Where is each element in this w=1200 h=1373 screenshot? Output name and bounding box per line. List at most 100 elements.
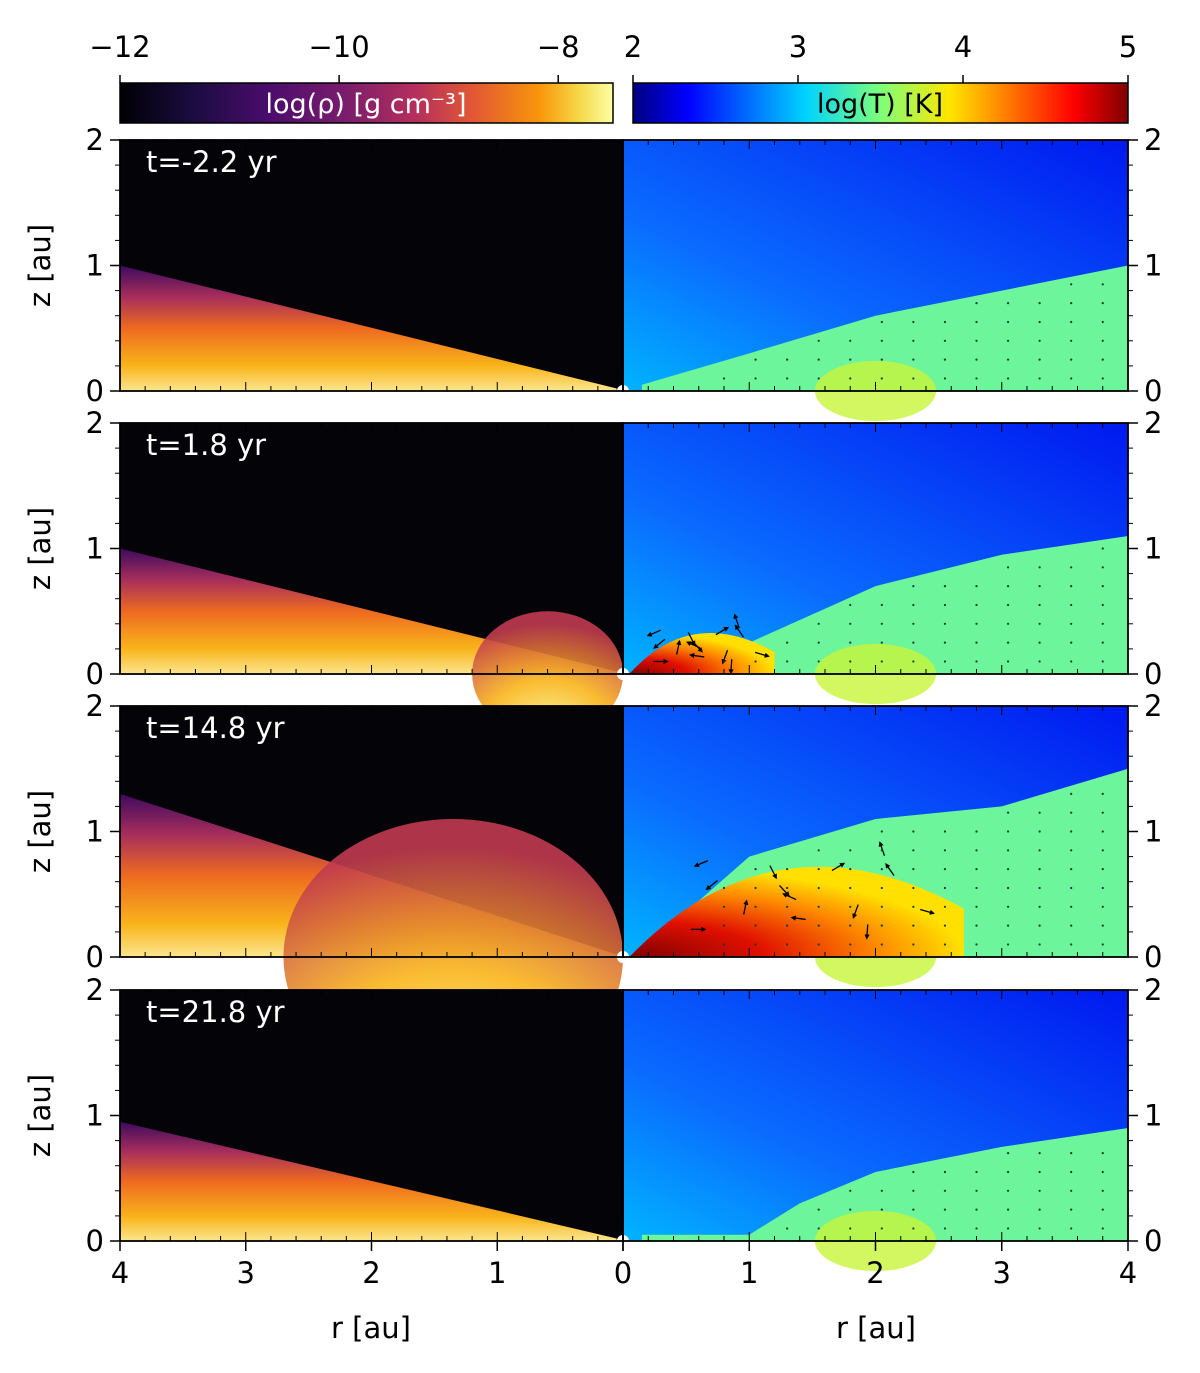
velocity-dot xyxy=(1006,830,1010,833)
y-tick-label: 0 xyxy=(1144,940,1162,974)
velocity-dot xyxy=(1070,585,1073,588)
velocity-arrow xyxy=(782,893,797,901)
velocity-dot xyxy=(1101,320,1104,324)
velocity-dot xyxy=(1038,358,1041,361)
velocity-dot xyxy=(817,886,820,890)
velocity-dot xyxy=(943,377,947,380)
y-tick-label: 1 xyxy=(1144,249,1162,283)
velocity-dot xyxy=(754,886,757,890)
velocity-dot xyxy=(786,868,789,871)
velocity-dot xyxy=(1070,1170,1073,1174)
x-tick-label: 3 xyxy=(993,1256,1011,1290)
velocity-dot xyxy=(912,358,915,361)
velocity-dot xyxy=(912,1227,915,1230)
velocity-dot xyxy=(1101,377,1104,380)
velocity-dot xyxy=(1006,1189,1010,1192)
velocity-dot xyxy=(849,1189,852,1192)
velocity-arrow xyxy=(754,651,770,658)
velocity-dot xyxy=(1070,660,1073,663)
velocity-dot xyxy=(912,849,915,852)
velocity-dot xyxy=(880,603,883,607)
velocity-dot xyxy=(943,1170,947,1174)
velocity-dot xyxy=(943,641,947,644)
velocity-arrow xyxy=(885,863,895,876)
velocity-dot xyxy=(1006,905,1010,908)
colorbar-temperature-label: log(T) [K] xyxy=(817,89,943,120)
velocity-dot xyxy=(1070,641,1073,644)
panel-time-label: t=-2.2 yr xyxy=(146,145,277,179)
velocity-dot xyxy=(817,905,820,908)
velocity-dot xyxy=(1070,830,1073,833)
velocity-arrow xyxy=(715,626,729,636)
velocity-dot xyxy=(912,868,915,871)
velocity-dot xyxy=(1038,849,1041,852)
velocity-dot xyxy=(1006,1227,1010,1230)
velocity-dot xyxy=(1070,302,1073,305)
y-tick-label: 0 xyxy=(86,940,104,974)
velocity-dot xyxy=(1038,566,1041,569)
velocity-arrow xyxy=(693,860,709,867)
panel-time-label: t=1.8 yr xyxy=(146,428,266,462)
velocity-dot xyxy=(975,358,978,361)
velocity-dot xyxy=(786,943,789,946)
y-axis-label: z [au] xyxy=(23,224,57,307)
y-tick-label: 0 xyxy=(86,374,104,408)
velocity-dot xyxy=(880,622,883,625)
velocity-dot xyxy=(786,358,789,361)
velocity-dot xyxy=(1101,358,1104,361)
velocity-dot xyxy=(975,320,978,324)
velocity-arrow xyxy=(852,904,859,919)
velocity-dot xyxy=(1101,924,1104,927)
y-tick-label: 0 xyxy=(86,657,104,691)
temperature-disk xyxy=(641,535,1128,674)
velocity-arrow xyxy=(743,899,749,915)
velocity-arrow xyxy=(685,641,701,649)
velocity-dot xyxy=(754,358,757,361)
velocity-dot xyxy=(1006,924,1010,927)
density-disk xyxy=(120,1121,617,1241)
y-axis-label: z [au] xyxy=(23,1074,57,1157)
velocity-dot xyxy=(975,943,978,946)
y-tick-label: 1 xyxy=(86,1099,104,1133)
velocity-dot xyxy=(880,830,883,833)
velocity-dot xyxy=(912,320,915,324)
velocity-dot xyxy=(817,339,820,342)
velocity-dot xyxy=(786,1227,789,1230)
velocity-arrow xyxy=(689,652,705,659)
velocity-dot xyxy=(1070,622,1073,625)
velocity-dot xyxy=(1006,358,1010,361)
velocity-dot xyxy=(880,358,883,361)
velocity-dot xyxy=(880,905,883,908)
x-tick-label: 1 xyxy=(740,1256,758,1290)
velocity-dot xyxy=(1070,283,1073,286)
velocity-dot xyxy=(849,641,852,644)
panel-2: t=14.8 yr 0 0 1 1 2 2 z [au] xyxy=(23,689,1162,1096)
velocity-dot xyxy=(849,358,852,361)
temperature-tick-label: 2 xyxy=(624,30,642,64)
velocity-dot xyxy=(1038,924,1041,927)
velocity-arrow xyxy=(733,613,740,629)
velocity-dot xyxy=(1006,886,1010,890)
velocity-dot xyxy=(1101,302,1104,305)
velocity-dot xyxy=(1070,886,1073,890)
velocity-dot xyxy=(975,905,978,908)
x-tick-label: 4 xyxy=(111,1256,129,1290)
velocity-dot xyxy=(722,905,726,908)
velocity-dot xyxy=(880,320,883,324)
velocity-dot xyxy=(1070,943,1073,946)
velocity-dot xyxy=(849,868,852,871)
velocity-dot xyxy=(943,1208,947,1211)
velocity-dot xyxy=(1006,302,1010,305)
velocity-dot xyxy=(754,924,757,927)
velocity-dot xyxy=(1038,339,1041,342)
velocity-dot xyxy=(880,660,883,663)
velocity-dot xyxy=(1070,905,1073,908)
velocity-dot xyxy=(1006,641,1010,644)
y-tick-label: 0 xyxy=(1144,1224,1162,1258)
colorbar-density-ticks: −12 −10 −8 xyxy=(89,30,580,83)
velocity-dot xyxy=(1101,868,1104,871)
velocity-dot xyxy=(849,924,852,927)
velocity-dot xyxy=(943,660,947,663)
velocity-dot xyxy=(912,660,915,663)
velocity-dot xyxy=(817,358,820,361)
